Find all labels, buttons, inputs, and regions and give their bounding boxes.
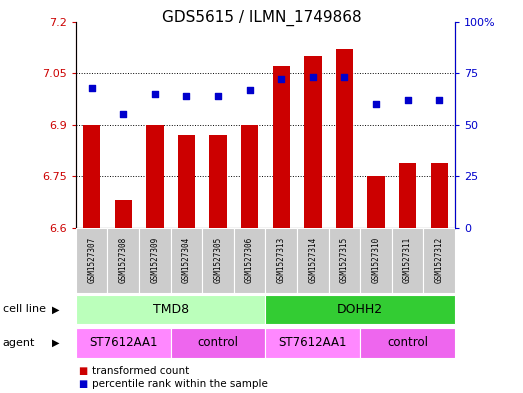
Text: ■: ■ xyxy=(78,366,88,376)
Bar xyxy=(266,295,455,324)
Bar xyxy=(297,228,328,293)
Text: GSM1527307: GSM1527307 xyxy=(87,237,96,283)
Point xyxy=(277,76,286,83)
Point xyxy=(245,86,254,93)
Point xyxy=(309,74,317,81)
Bar xyxy=(115,200,132,228)
Point xyxy=(214,93,222,99)
Bar xyxy=(360,328,455,358)
Bar xyxy=(170,228,202,293)
Point xyxy=(372,101,380,107)
Text: GSM1527310: GSM1527310 xyxy=(371,237,381,283)
Bar xyxy=(304,56,322,228)
Text: GSM1527315: GSM1527315 xyxy=(340,237,349,283)
Text: GSM1527306: GSM1527306 xyxy=(245,237,254,283)
Point xyxy=(435,97,444,103)
Text: GSM1527309: GSM1527309 xyxy=(150,237,160,283)
Text: agent: agent xyxy=(3,338,35,348)
Bar xyxy=(336,49,353,228)
Point xyxy=(87,84,96,91)
Text: GDS5615 / ILMN_1749868: GDS5615 / ILMN_1749868 xyxy=(162,10,361,26)
Text: TMD8: TMD8 xyxy=(153,303,189,316)
Text: GSM1527312: GSM1527312 xyxy=(435,237,444,283)
Bar xyxy=(392,228,424,293)
Bar xyxy=(139,228,170,293)
Bar xyxy=(234,228,266,293)
Text: percentile rank within the sample: percentile rank within the sample xyxy=(92,379,267,389)
Bar xyxy=(266,228,297,293)
Text: ▶: ▶ xyxy=(52,305,60,314)
Bar xyxy=(76,295,266,324)
Bar xyxy=(209,135,226,228)
Point xyxy=(403,97,412,103)
Bar xyxy=(76,228,107,293)
Bar xyxy=(430,163,448,228)
Text: GSM1527304: GSM1527304 xyxy=(182,237,191,283)
Point xyxy=(182,93,190,99)
Bar xyxy=(178,135,195,228)
Text: GSM1527305: GSM1527305 xyxy=(213,237,222,283)
Text: ST7612AA1: ST7612AA1 xyxy=(279,336,347,349)
Bar xyxy=(424,228,455,293)
Bar xyxy=(107,228,139,293)
Bar xyxy=(266,328,360,358)
Text: control: control xyxy=(387,336,428,349)
Bar xyxy=(76,328,170,358)
Text: ■: ■ xyxy=(78,379,88,389)
Text: GSM1527308: GSM1527308 xyxy=(119,237,128,283)
Bar xyxy=(272,66,290,228)
Text: ST7612AA1: ST7612AA1 xyxy=(89,336,157,349)
Text: GSM1527313: GSM1527313 xyxy=(277,237,286,283)
Text: ▶: ▶ xyxy=(52,338,60,348)
Bar xyxy=(367,176,385,228)
Point xyxy=(119,111,128,118)
Text: GSM1527314: GSM1527314 xyxy=(309,237,317,283)
Text: cell line: cell line xyxy=(3,305,46,314)
Bar xyxy=(202,228,234,293)
Point xyxy=(340,74,349,81)
Bar xyxy=(241,125,258,228)
Bar xyxy=(83,125,100,228)
Text: GSM1527311: GSM1527311 xyxy=(403,237,412,283)
Bar xyxy=(328,228,360,293)
Bar xyxy=(399,163,416,228)
Text: DOHH2: DOHH2 xyxy=(337,303,383,316)
Bar xyxy=(146,125,164,228)
Bar xyxy=(360,228,392,293)
Text: control: control xyxy=(198,336,238,349)
Point xyxy=(151,91,159,97)
Text: transformed count: transformed count xyxy=(92,366,189,376)
Bar xyxy=(170,328,266,358)
